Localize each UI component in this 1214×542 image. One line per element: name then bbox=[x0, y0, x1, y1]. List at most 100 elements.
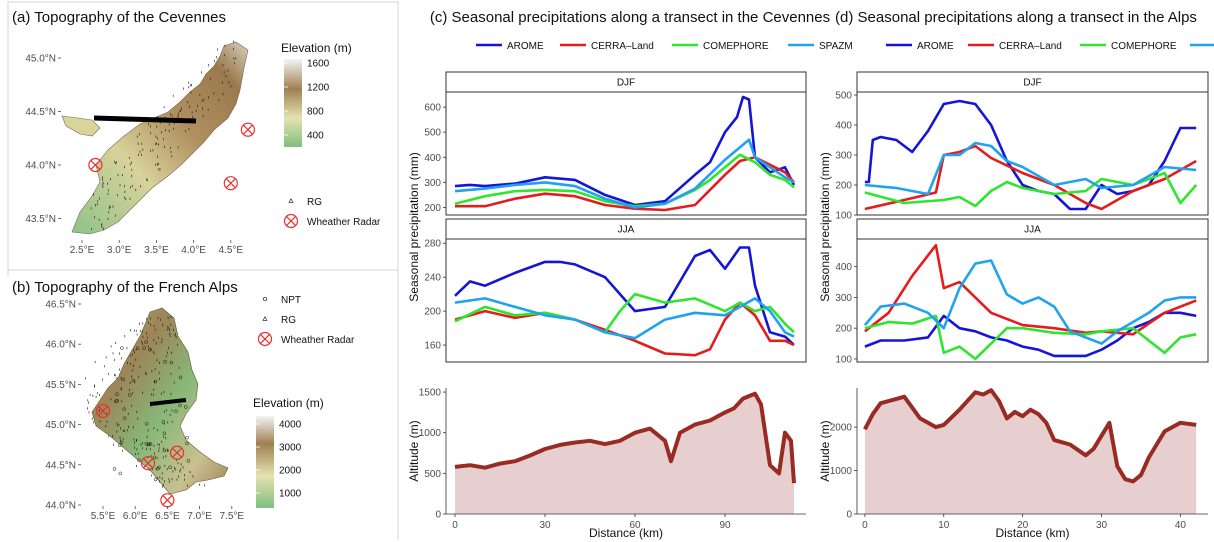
map-b-radars bbox=[95, 403, 185, 508]
legend-label-spazm: SPAZM bbox=[819, 41, 853, 52]
npt-marker bbox=[174, 409, 178, 413]
series-line-cerra-land bbox=[864, 144, 1197, 211]
map-b-colorbar-label: 3000 bbox=[279, 443, 302, 454]
x-tick-label: 10 bbox=[938, 520, 950, 531]
map-a: (a) Topography of the Cevennes 2.5°E 3.0°… bbox=[12, 9, 381, 256]
y-tick-label: 300 bbox=[835, 293, 852, 304]
npt-marker bbox=[146, 442, 151, 446]
series-line-arome bbox=[454, 246, 795, 346]
npt-marker bbox=[184, 405, 188, 409]
map-a-ytick-label: 45.0°N bbox=[25, 54, 56, 65]
y-tick-label: 300 bbox=[424, 178, 441, 189]
y-tick-label: 400 bbox=[835, 262, 852, 273]
legend-radar-marker-cross-b bbox=[259, 333, 271, 345]
x-tick-label: 60 bbox=[629, 520, 641, 531]
altitude-area bbox=[455, 393, 794, 514]
npt-marker bbox=[168, 465, 172, 470]
legend-radar-marker bbox=[283, 213, 299, 229]
y-tick-label: 100 bbox=[835, 354, 852, 365]
npt-marker bbox=[118, 471, 123, 476]
facet-strip-label: JJA bbox=[1024, 225, 1041, 236]
y-tick-label: 160 bbox=[424, 341, 441, 352]
y-tick-label: 200 bbox=[835, 324, 852, 335]
panel-frame bbox=[445, 238, 807, 363]
x-tick-label: 0 bbox=[452, 520, 458, 531]
altitude-panel: 0 1000 2000 0 10 20 30 40 Altitude (m) Distance (… bbox=[818, 388, 1208, 540]
y-tick-label: 200 bbox=[424, 307, 441, 318]
altitude-panel: 0 500 1000 1500 0 30 60 90 Altitude (m) Distance … bbox=[407, 388, 806, 540]
y-tick-label: 2000 bbox=[830, 423, 853, 434]
y-tick-label: 100 bbox=[835, 211, 852, 222]
map-a-ytick-label: 44.5°N bbox=[25, 107, 56, 118]
map-a-ytick-label: 43.5°N bbox=[25, 214, 56, 225]
y-tick-label: 1000 bbox=[830, 466, 853, 477]
legend-radar-label: Wheather Radar bbox=[307, 217, 381, 228]
weather-radar-marker-cross-b bbox=[242, 124, 253, 135]
legend-radar-marker-ring bbox=[283, 213, 299, 229]
npt-marker bbox=[186, 459, 191, 463]
panel-djf: DJF 100 200 300 400 500 bbox=[835, 71, 1209, 222]
y-tick-label: 240 bbox=[424, 273, 441, 284]
map-a-colorbar-label: 800 bbox=[307, 107, 324, 118]
series-line-cerra-land bbox=[864, 243, 1197, 336]
series-line-arome bbox=[864, 99, 1197, 211]
chart-title: (c) Seasonal precipitations along a tran… bbox=[430, 9, 830, 26]
weather-radar-marker-cross-b bbox=[143, 458, 154, 469]
y-tick-label: 500 bbox=[835, 91, 852, 102]
npt-marker bbox=[144, 340, 148, 344]
npt-marker bbox=[137, 458, 141, 462]
panel-jja: JJA 100 200 300 400 bbox=[835, 218, 1209, 365]
series-line-spazm bbox=[454, 297, 795, 340]
facet-strip-label: DJF bbox=[1023, 78, 1041, 89]
npt-marker bbox=[144, 422, 149, 426]
chart-d: (d) Seasonal precipitations along a tran… bbox=[818, 9, 1214, 540]
map-b-colorbar-label: 1000 bbox=[279, 489, 302, 500]
map-b-colorbar bbox=[256, 416, 274, 508]
series-line-cerra-land bbox=[455, 156, 795, 212]
series-line-comephore bbox=[864, 171, 1198, 208]
y-tick-label: 1500 bbox=[419, 388, 442, 399]
legend-label-comephore: COMEPHORE bbox=[703, 41, 769, 52]
panel-frame bbox=[856, 91, 1209, 216]
map-b-gauges bbox=[85, 315, 205, 488]
altitude-axis-label: Altitude (m) bbox=[818, 420, 832, 481]
chart-c: (c) Seasonal precipitations along a tran… bbox=[407, 9, 853, 540]
map-a-colorbar-labels: 1600 1200 800 400 bbox=[284, 59, 330, 142]
series-line-arome bbox=[864, 311, 1197, 358]
npt-marker bbox=[142, 346, 146, 350]
npt-marker bbox=[115, 392, 119, 396]
map-a-colorbar-label: 1200 bbox=[307, 83, 330, 94]
map-a-symbol-legend: RG Wheather Radar bbox=[283, 197, 381, 229]
npt-marker bbox=[131, 378, 136, 383]
map-a-axes: 2.5°E 3.0°E 3.5°E 4.0°E 4.5°E 45.0°N 44.5°N 44.… bbox=[25, 54, 243, 257]
npt-marker bbox=[161, 420, 166, 424]
y-tick-label: 0 bbox=[846, 510, 852, 521]
x-tick-label: 0 bbox=[862, 520, 868, 531]
map-b-colorbar-label: 2000 bbox=[279, 466, 302, 477]
cevennes-transect-line bbox=[93, 115, 197, 124]
legend-radar-marker-cross-b bbox=[285, 215, 297, 227]
y-axis-label: Seasonal precipitation (mm) bbox=[407, 152, 421, 301]
weather-radar-marker-cross-b bbox=[172, 447, 183, 458]
x-tick-label: 90 bbox=[719, 520, 731, 531]
npt-marker bbox=[162, 448, 167, 453]
x-axis-label: Distance (km) bbox=[995, 526, 1069, 540]
map-b-colorbar-label: 4000 bbox=[279, 420, 302, 431]
weather-radar-marker-ring bbox=[140, 456, 156, 471]
weather-radar-marker-ring bbox=[169, 445, 185, 460]
npt-marker bbox=[162, 431, 167, 436]
facet-strip-label: JJA bbox=[618, 225, 635, 236]
chart-title: (d) Seasonal precipitations along a tran… bbox=[835, 9, 1197, 26]
npt-marker bbox=[128, 393, 132, 397]
legend-rg-label: RG bbox=[281, 315, 296, 326]
legend-npt-marker bbox=[262, 296, 268, 302]
map-b-xtick-label: 6.0°E bbox=[123, 511, 148, 522]
npt-marker bbox=[178, 375, 183, 380]
x-tick-label: 30 bbox=[539, 520, 551, 531]
npt-marker bbox=[185, 435, 189, 440]
weather-radar-marker bbox=[95, 403, 111, 419]
npt-marker bbox=[153, 379, 158, 384]
facet-strip-label: DJF bbox=[617, 78, 635, 89]
npt-marker bbox=[152, 455, 157, 460]
